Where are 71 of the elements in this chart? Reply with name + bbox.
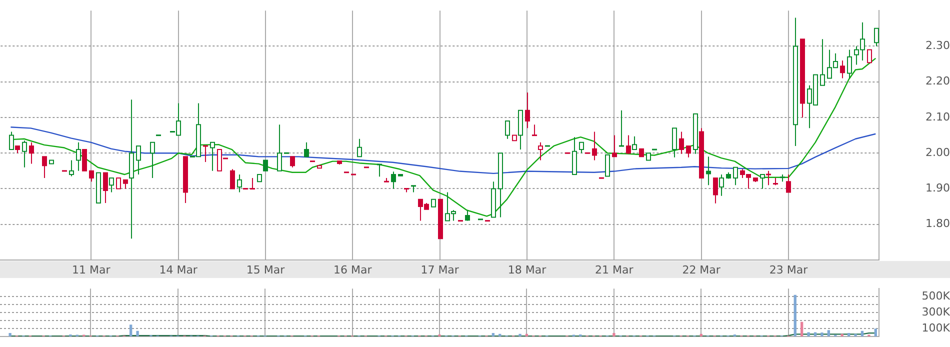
candlestick [136,145,141,175]
y-tick-label: 1.90 [926,182,950,195]
candlestick [733,166,738,186]
candlestick [69,160,74,177]
candlestick [760,174,765,190]
candlestick [277,124,282,172]
candlestick [29,142,34,164]
bar [8,332,12,336]
x-tick-label: 23 Mar [769,263,808,276]
x-tick-label: 22 Mar [682,263,721,276]
candlestick [491,181,496,218]
candlestick [150,142,155,179]
candlestick [626,134,631,154]
x-tick-label: 18 Mar [508,263,547,276]
candlestick [304,142,309,158]
candlestick [706,156,711,186]
candlestick [109,178,114,193]
bar [874,328,877,336]
x-tick-label: 17 Mar [420,263,460,276]
candlestick [9,131,14,150]
x-tick-label: 15 Mar [246,263,286,276]
x-tick-label: 21 Mar [595,263,634,276]
y-tick-label: 100K [922,321,950,334]
y-tick-label: 2.10 [926,110,950,124]
candlestick [42,156,47,179]
bar [820,332,824,336]
candlestick [210,142,215,172]
candlestick [786,174,791,193]
candlestick [465,210,470,221]
candlestick [76,142,81,172]
bar [794,294,796,336]
candlestick [592,131,597,161]
candlestick [237,174,242,193]
bar [807,332,810,336]
bar [814,332,817,336]
candlestick [719,174,724,196]
y-tick-label: 2.00 [926,146,950,159]
candlestick [612,134,617,158]
candlestick [498,152,503,218]
bar [612,332,616,336]
candlestick [693,113,698,154]
y-tick-label: 300K [922,305,950,318]
candlestick [129,99,134,240]
candlestick [103,172,108,204]
candlestick [538,142,543,161]
candlestick [686,145,691,158]
candlestick [22,140,27,168]
candlestick [840,60,845,79]
candlestick [713,178,718,204]
y-tick-label: 1.80 [926,217,950,230]
candlestick [847,49,852,79]
candlestick [793,17,798,146]
y-tick-label: 500K [922,289,950,302]
candlestick [572,136,577,175]
candlestick [357,138,362,158]
x-tick-label: 11 Mar [72,263,111,276]
bar [136,330,139,336]
bar [130,324,132,336]
x-tick-label: 16 Mar [334,263,372,276]
y-tick-label: 2.30 [926,39,950,52]
bar [800,322,804,336]
candlestick [800,38,805,118]
candlestick [391,171,396,190]
y-tick-label: 2.20 [926,74,950,88]
candlestick [820,38,825,86]
candlestick [672,128,677,158]
x-tick-label: 14 Mar [159,263,198,276]
candlestick [679,131,684,154]
candlestick [632,136,637,150]
bar [827,330,830,336]
candlestick [525,92,530,129]
